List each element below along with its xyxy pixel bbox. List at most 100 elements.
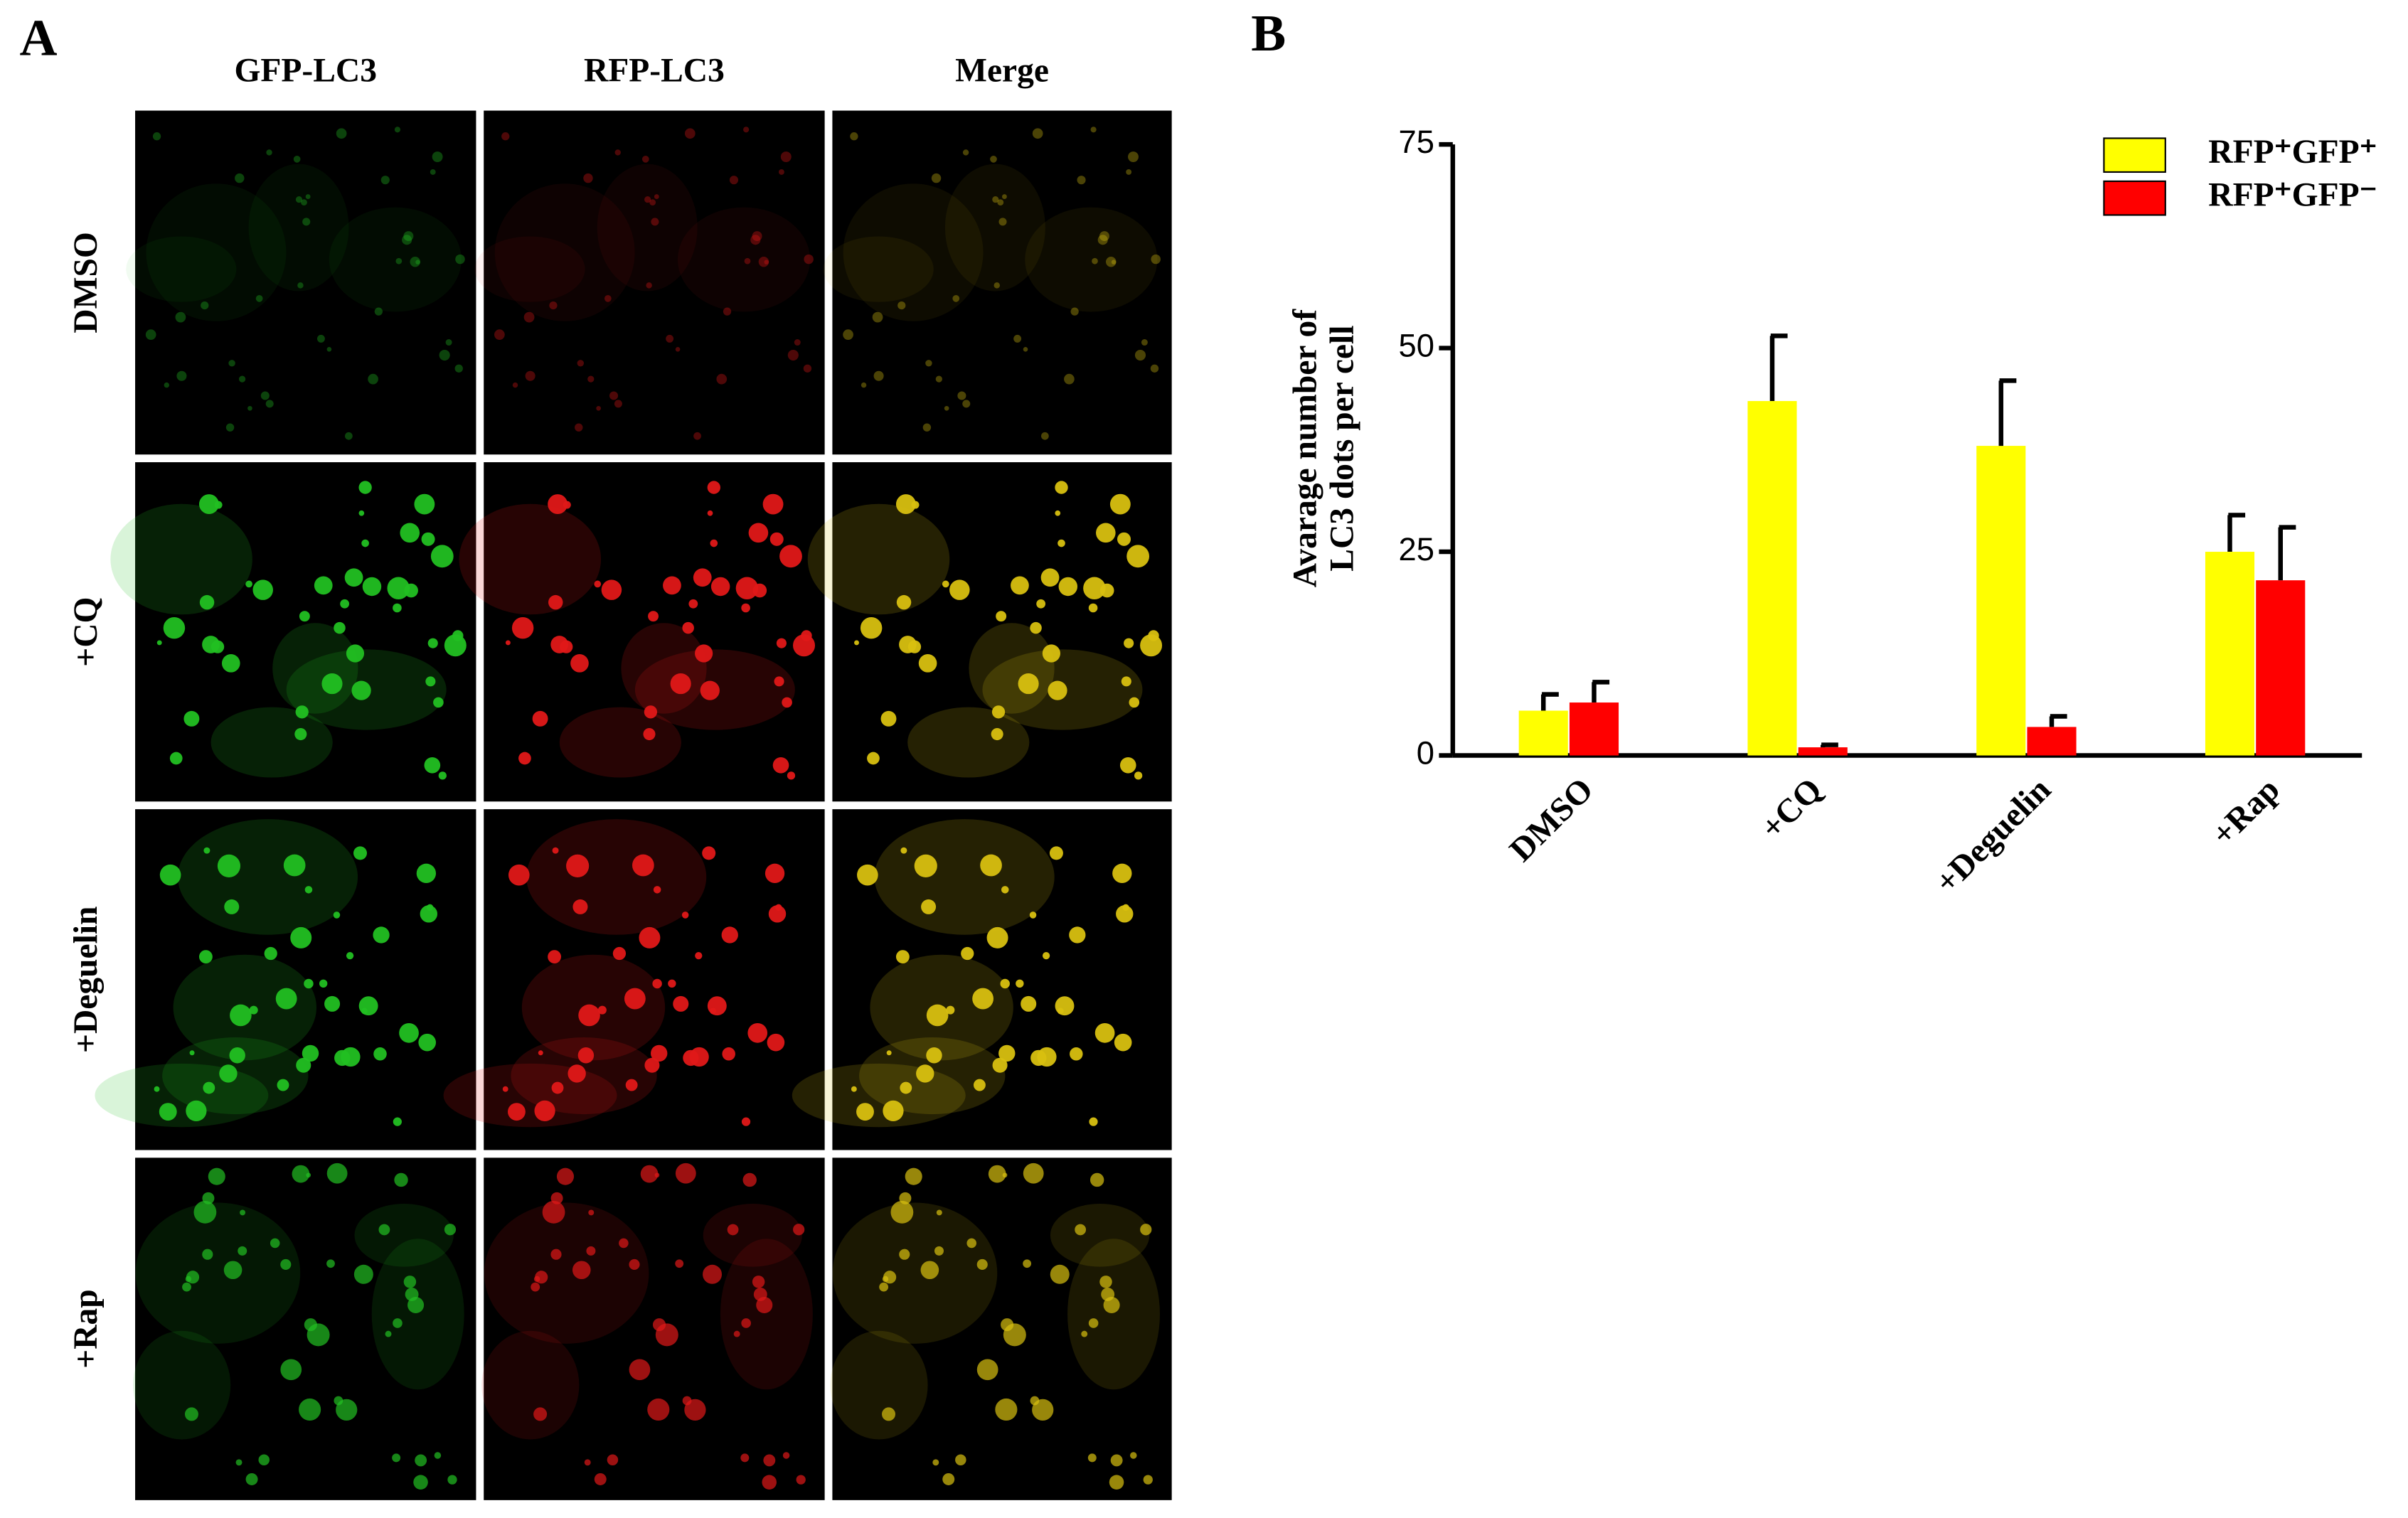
puncta — [931, 173, 942, 183]
puncta — [625, 1079, 638, 1091]
puncta — [644, 1057, 660, 1073]
puncta — [358, 510, 365, 516]
puncta — [646, 282, 652, 289]
micrograph — [484, 809, 825, 1150]
puncta — [1032, 1399, 1054, 1421]
puncta — [169, 752, 183, 765]
puncta — [296, 1057, 311, 1073]
puncta — [394, 127, 401, 133]
puncta — [1092, 257, 1098, 264]
cell — [832, 1202, 998, 1344]
puncta — [566, 854, 590, 877]
puncta — [326, 1259, 335, 1268]
x-tick-label: +Rap — [2205, 771, 2287, 853]
cell — [830, 1330, 928, 1440]
puncta — [991, 705, 1006, 719]
puncta — [321, 673, 343, 695]
puncta — [1040, 568, 1060, 587]
puncta — [1042, 644, 1060, 663]
puncta — [552, 847, 559, 854]
puncta — [716, 373, 728, 385]
cell — [484, 1202, 649, 1344]
cell — [843, 183, 984, 321]
puncta — [1001, 886, 1009, 894]
puncta — [502, 1086, 508, 1092]
puncta — [693, 432, 701, 440]
error-bar — [1998, 378, 2017, 447]
puncta — [639, 926, 661, 948]
puncta — [373, 1047, 387, 1061]
cell — [944, 164, 1045, 292]
puncta — [572, 899, 588, 914]
cell — [135, 1202, 301, 1344]
puncta — [921, 899, 937, 914]
puncta — [683, 1049, 699, 1067]
puncta — [1077, 176, 1086, 185]
puncta — [952, 294, 960, 302]
puncta — [1058, 539, 1065, 547]
puncta — [986, 926, 1008, 948]
panel-label: B — [1251, 4, 1286, 62]
puncta — [682, 621, 694, 634]
puncta — [424, 757, 441, 774]
puncta — [304, 886, 313, 894]
puncta — [794, 339, 801, 346]
column-label: GFP-LC3 — [234, 53, 377, 90]
puncta — [752, 1276, 765, 1288]
puncta — [1151, 254, 1161, 264]
puncta — [880, 710, 897, 727]
puncta — [198, 950, 213, 964]
puncta — [586, 1246, 596, 1256]
puncta — [336, 128, 347, 139]
puncta — [508, 864, 530, 886]
legend-label: RFP⁺GFP⁺ — [2208, 134, 2377, 171]
puncta — [1088, 1318, 1099, 1328]
micrograph — [832, 462, 1172, 802]
puncta — [145, 329, 156, 340]
puncta — [433, 697, 444, 708]
y-axis-title: LC3 dots per cell — [1324, 326, 1361, 572]
puncta — [752, 583, 767, 598]
puncta — [768, 905, 787, 923]
puncta — [1094, 1023, 1115, 1043]
legend-label: RFP⁺GFP⁻ — [2208, 177, 2377, 214]
puncta — [418, 1033, 436, 1052]
puncta — [1109, 1475, 1124, 1490]
puncta — [588, 1209, 595, 1216]
puncta — [295, 196, 303, 203]
puncta — [955, 1454, 966, 1466]
puncta — [304, 978, 314, 989]
puncta — [444, 1224, 457, 1236]
puncta — [410, 256, 420, 267]
puncta — [895, 950, 910, 964]
puncta — [681, 912, 689, 919]
puncta — [1070, 1047, 1083, 1061]
puncta — [238, 375, 246, 383]
puncta — [722, 1047, 735, 1061]
puncta — [782, 697, 792, 708]
puncta — [896, 594, 912, 610]
puncta — [695, 644, 713, 663]
puncta — [447, 1475, 457, 1485]
puncta — [280, 1258, 292, 1271]
puncta — [421, 532, 435, 546]
y-tick-label: 25 — [1398, 531, 1434, 567]
puncta — [1114, 1033, 1132, 1052]
puncta — [583, 173, 593, 183]
puncta — [455, 254, 465, 264]
puncta — [1001, 194, 1007, 199]
puncta — [430, 169, 436, 175]
cell — [559, 707, 681, 778]
puncta — [245, 580, 252, 588]
puncta — [882, 1407, 896, 1421]
puncta — [346, 644, 365, 663]
puncta — [1048, 680, 1067, 700]
puncta — [675, 1259, 684, 1268]
puncta — [293, 155, 301, 163]
puncta — [577, 1047, 595, 1064]
puncta — [538, 1050, 543, 1056]
puncta — [280, 1359, 302, 1381]
cell — [178, 819, 358, 935]
bar — [1976, 446, 2026, 756]
puncta — [568, 1064, 586, 1083]
